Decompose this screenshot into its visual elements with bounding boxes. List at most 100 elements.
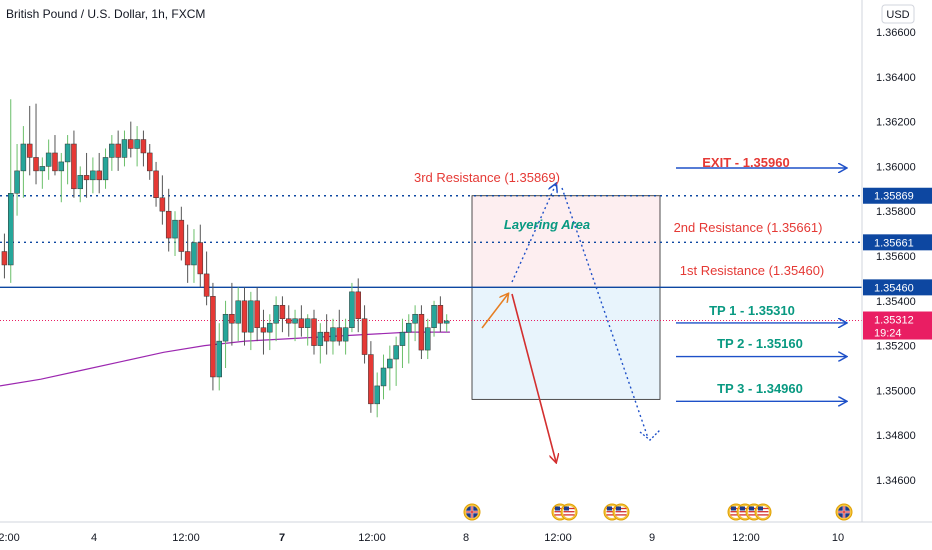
x-tick-label: 12:00 <box>544 532 572 544</box>
zone-label: Layering Area <box>504 217 590 232</box>
candle-body <box>191 242 197 266</box>
y-tick-label: 1.35400 <box>876 296 916 308</box>
x-tick-label: 12:00 <box>358 532 386 544</box>
candle-body <box>235 300 241 324</box>
candle <box>241 287 248 346</box>
candle <box>184 224 191 283</box>
candle-body <box>393 345 399 360</box>
candle-body <box>45 152 52 167</box>
candle <box>140 130 147 167</box>
target-label-0: EXIT - 1.35960 <box>702 155 789 170</box>
y-tick-label: 1.34800 <box>876 430 916 442</box>
candle-body <box>26 143 33 158</box>
candle <box>393 336 399 386</box>
price-tag-label: 1.35661 <box>874 237 914 249</box>
candle-body <box>374 385 380 405</box>
currency-button[interactable]: USD <box>881 4 915 24</box>
candle <box>406 314 412 364</box>
candle <box>77 166 83 203</box>
candle-body <box>229 313 235 324</box>
candle-body <box>292 318 298 324</box>
candle <box>115 130 121 171</box>
level-price-tag: 1.35460 <box>863 279 932 296</box>
candle-body <box>424 327 431 351</box>
sell-zone-box <box>471 195 661 288</box>
candle <box>273 296 279 342</box>
candle-body <box>437 305 444 324</box>
y-tick-label: 1.34600 <box>876 475 916 487</box>
event-icon[interactable] <box>551 503 578 521</box>
candle <box>260 309 267 355</box>
candle <box>374 372 380 418</box>
candle-body <box>33 157 39 172</box>
flag-canton <box>616 506 621 511</box>
price-tag-label: 1.35869 <box>874 191 914 203</box>
candle <box>83 152 90 198</box>
candle-body <box>349 291 355 328</box>
candle <box>45 139 52 180</box>
candle-body <box>342 327 349 342</box>
candle-body <box>159 197 166 212</box>
candle-body <box>279 305 286 319</box>
candle-body <box>102 157 109 181</box>
candle <box>121 130 128 167</box>
candle-body <box>165 210 172 239</box>
candle <box>178 206 185 261</box>
candle-body <box>330 327 336 342</box>
candle <box>216 323 222 391</box>
candle-body <box>172 219 178 239</box>
candle-body <box>399 331 406 346</box>
candle <box>342 318 349 355</box>
candle-body <box>58 161 65 172</box>
y-tick-label: 1.36400 <box>876 72 916 84</box>
candle-body <box>115 143 121 158</box>
candle <box>229 282 235 346</box>
candle <box>134 126 140 167</box>
candle-body <box>128 139 134 149</box>
candle-body <box>241 300 248 333</box>
candle-body <box>39 166 46 172</box>
candles <box>1 99 450 418</box>
flag-canton <box>555 506 560 511</box>
candle <box>109 135 115 171</box>
target-label-3: TP 3 - 1.34960 <box>717 381 803 396</box>
candle <box>424 318 431 360</box>
event-icon[interactable] <box>835 503 853 521</box>
buy-zone-box <box>471 286 661 400</box>
y-tick-label: 1.36200 <box>876 117 916 129</box>
candle <box>39 157 46 189</box>
candle-body <box>90 170 96 181</box>
x-tick-label: 9 <box>649 532 655 544</box>
price-axis[interactable]: 1.36600 1.36400 1.36200 1.36000 1.35800 1.356… <box>861 0 932 522</box>
candle-body <box>254 300 260 328</box>
y-tick-label: 1.35000 <box>876 385 916 397</box>
candle-body <box>197 242 204 275</box>
economic-events[interactable] <box>463 503 853 521</box>
y-tick-label: 1.36000 <box>876 161 916 173</box>
candle-body <box>184 251 191 266</box>
candle-body <box>146 152 153 172</box>
x-tick-label: 8 <box>463 532 469 544</box>
event-icon[interactable] <box>727 503 772 521</box>
level-label-3: 3rd Resistance (1.35869) <box>414 170 560 185</box>
candle-body <box>273 305 279 324</box>
candle-body <box>216 340 222 378</box>
time-axis[interactable]: 12:00 4 12:00 7 12:00 8 12:00 9 12:00 10 <box>0 521 932 544</box>
candle-body <box>443 320 450 324</box>
level-price-tag: 1.35661 <box>863 234 932 251</box>
candle <box>248 291 254 351</box>
candle-body <box>1 251 8 266</box>
countdown-label: 19:24 <box>874 328 902 340</box>
event-icon[interactable] <box>463 503 481 521</box>
long-entry-arrow <box>481 294 508 329</box>
candle <box>437 296 444 333</box>
candle <box>1 233 8 279</box>
candle <box>336 309 343 346</box>
candle-body <box>64 143 71 163</box>
x-tick-label: 12:00 <box>172 532 200 544</box>
candle-body <box>71 143 77 190</box>
candle-body <box>96 170 102 181</box>
event-icon[interactable] <box>603 503 630 521</box>
projection-down-head <box>639 429 661 441</box>
